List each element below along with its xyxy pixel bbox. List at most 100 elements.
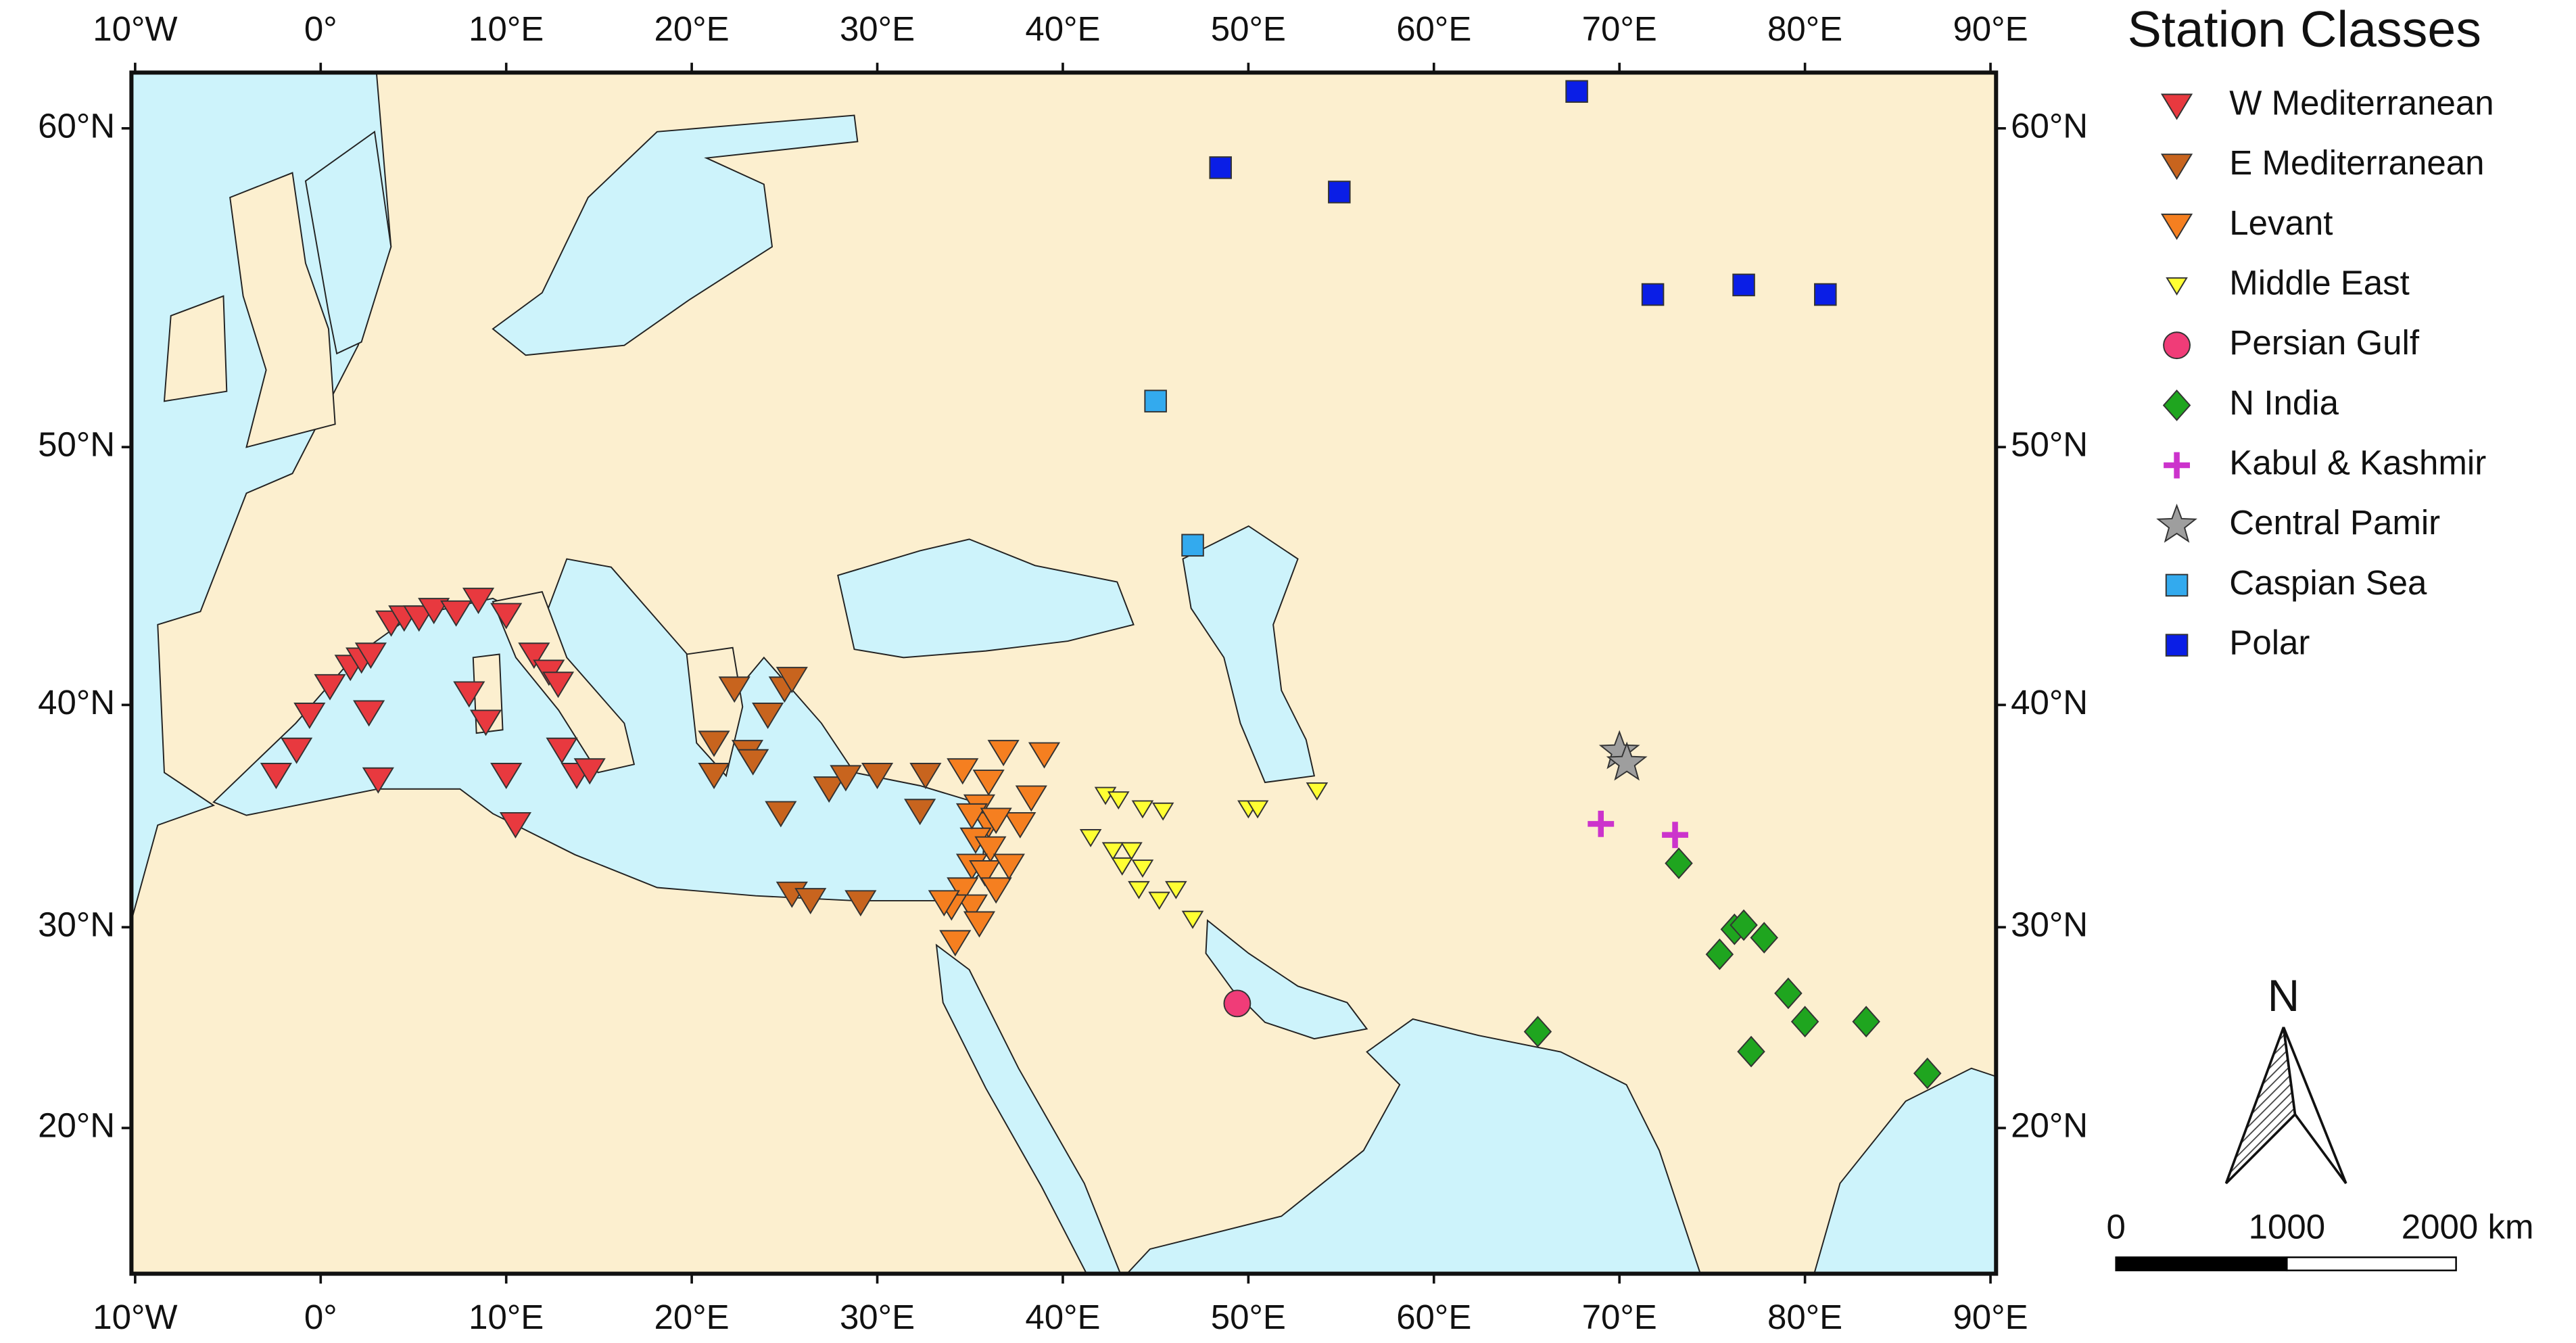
station-marker xyxy=(737,749,769,776)
x-tick-label: 10°W xyxy=(93,9,177,48)
station-marker xyxy=(1151,802,1174,821)
caspian xyxy=(1182,525,1316,784)
station-marker xyxy=(980,877,1012,904)
station-marker xyxy=(1588,810,1615,837)
scale-label: 1000 xyxy=(2249,1207,2326,1246)
x-tick-label: 90°E xyxy=(1953,1298,2028,1336)
scale-bar-white xyxy=(2286,1256,2457,1271)
station-marker xyxy=(403,605,435,632)
station-marker xyxy=(1111,857,1134,876)
legend-marker xyxy=(2165,573,2189,597)
legend-marker xyxy=(2160,154,2193,181)
x-tick-label: 10°E xyxy=(469,1298,544,1336)
legend-label: Persian Gulf xyxy=(2229,323,2420,362)
black-sea xyxy=(837,538,1135,659)
station-marker xyxy=(573,758,606,785)
station-marker xyxy=(1144,390,1167,413)
x-tick-label: 30°E xyxy=(840,9,915,48)
station-marker xyxy=(499,811,532,839)
station-marker xyxy=(260,763,293,789)
station-marker xyxy=(1662,822,1688,849)
y-tick-label: 20°N xyxy=(2011,1106,2088,1145)
station-marker xyxy=(765,801,797,828)
persian-gulf xyxy=(1205,919,1368,1040)
y-tick-label: 20°N xyxy=(38,1106,115,1145)
station-marker xyxy=(698,730,730,757)
legend-label: W Mediterranean xyxy=(2229,83,2494,122)
legend-label: Kabul & Kashmir xyxy=(2229,444,2486,482)
legend-marker xyxy=(2166,277,2188,296)
station-marker xyxy=(1165,880,1187,899)
x-tick-label: 20°E xyxy=(654,9,730,48)
scale-label: 2000 km xyxy=(2402,1207,2534,1246)
x-tick-label: 90°E xyxy=(1953,9,2028,48)
station-marker xyxy=(1015,785,1047,812)
y-tick-label: 30°N xyxy=(2011,905,2088,944)
station-marker xyxy=(1131,800,1154,819)
station-marker xyxy=(354,642,387,669)
scale-bar-black xyxy=(2115,1256,2288,1271)
station-marker xyxy=(718,676,750,703)
station-marker xyxy=(1223,989,1251,1018)
legend-title: Station Classes xyxy=(2128,1,2481,57)
station-marker xyxy=(909,763,942,789)
station-marker xyxy=(980,807,1012,834)
legend-label: Levant xyxy=(2229,204,2333,242)
legend-marker xyxy=(2165,634,2189,657)
legend-marker xyxy=(2160,213,2193,240)
station-marker xyxy=(861,763,894,789)
legend-label: E Mediterranean xyxy=(2229,143,2484,182)
station-marker xyxy=(1852,1006,1880,1038)
y-tick-label: 40°N xyxy=(38,683,115,722)
station-marker xyxy=(314,674,346,701)
station-marker xyxy=(1737,1035,1765,1068)
x-tick-label: 80°E xyxy=(1767,1298,1842,1336)
x-tick-label: 50°E xyxy=(1211,1298,1286,1336)
station-marker xyxy=(462,588,495,615)
station-marker xyxy=(1131,859,1154,878)
station-marker xyxy=(830,765,862,792)
station-marker xyxy=(293,703,326,729)
basemap xyxy=(131,72,1997,1274)
y-tick-label: 50°N xyxy=(38,425,115,464)
legend-label: Polar xyxy=(2229,623,2310,662)
station-marker xyxy=(353,700,385,727)
station-marker xyxy=(490,603,523,630)
station-marker xyxy=(1565,80,1588,103)
station-marker xyxy=(440,600,473,627)
legend-marker xyxy=(2156,503,2197,543)
scale-label: 0 xyxy=(2106,1207,2125,1246)
y-tick-label: 30°N xyxy=(38,905,115,944)
station-marker xyxy=(1790,1006,1819,1038)
station-marker xyxy=(1101,842,1124,861)
station-marker xyxy=(542,672,575,699)
station-marker xyxy=(1120,842,1143,861)
legend-label: N India xyxy=(2229,383,2339,422)
station-marker xyxy=(546,737,578,764)
x-tick-label: 70°E xyxy=(1582,9,1657,48)
station-marker xyxy=(1107,791,1130,810)
station-marker xyxy=(974,836,1007,863)
station-marker xyxy=(1606,741,1648,781)
x-tick-label: 60°E xyxy=(1396,9,1471,48)
station-marker xyxy=(752,703,784,729)
legend-marker xyxy=(2164,452,2190,479)
station-marker xyxy=(993,853,1025,880)
station-marker xyxy=(698,763,730,789)
station-marker xyxy=(418,598,450,625)
north-arrow-right xyxy=(2282,1027,2347,1184)
x-tick-label: 70°E xyxy=(1582,1298,1657,1336)
station-marker xyxy=(1523,1016,1552,1047)
station-marker xyxy=(1148,891,1170,910)
station-marker xyxy=(1004,811,1036,839)
north-label: N xyxy=(2268,971,2299,1020)
legend-marker xyxy=(2160,93,2193,120)
station-marker xyxy=(987,740,1020,767)
station-marker xyxy=(1814,283,1837,306)
x-tick-label: 0° xyxy=(304,1298,337,1336)
station-marker xyxy=(776,667,808,694)
station-marker xyxy=(1246,800,1269,819)
legend-label: Central Pamir xyxy=(2229,503,2440,542)
y-tick-label: 40°N xyxy=(2011,683,2088,722)
